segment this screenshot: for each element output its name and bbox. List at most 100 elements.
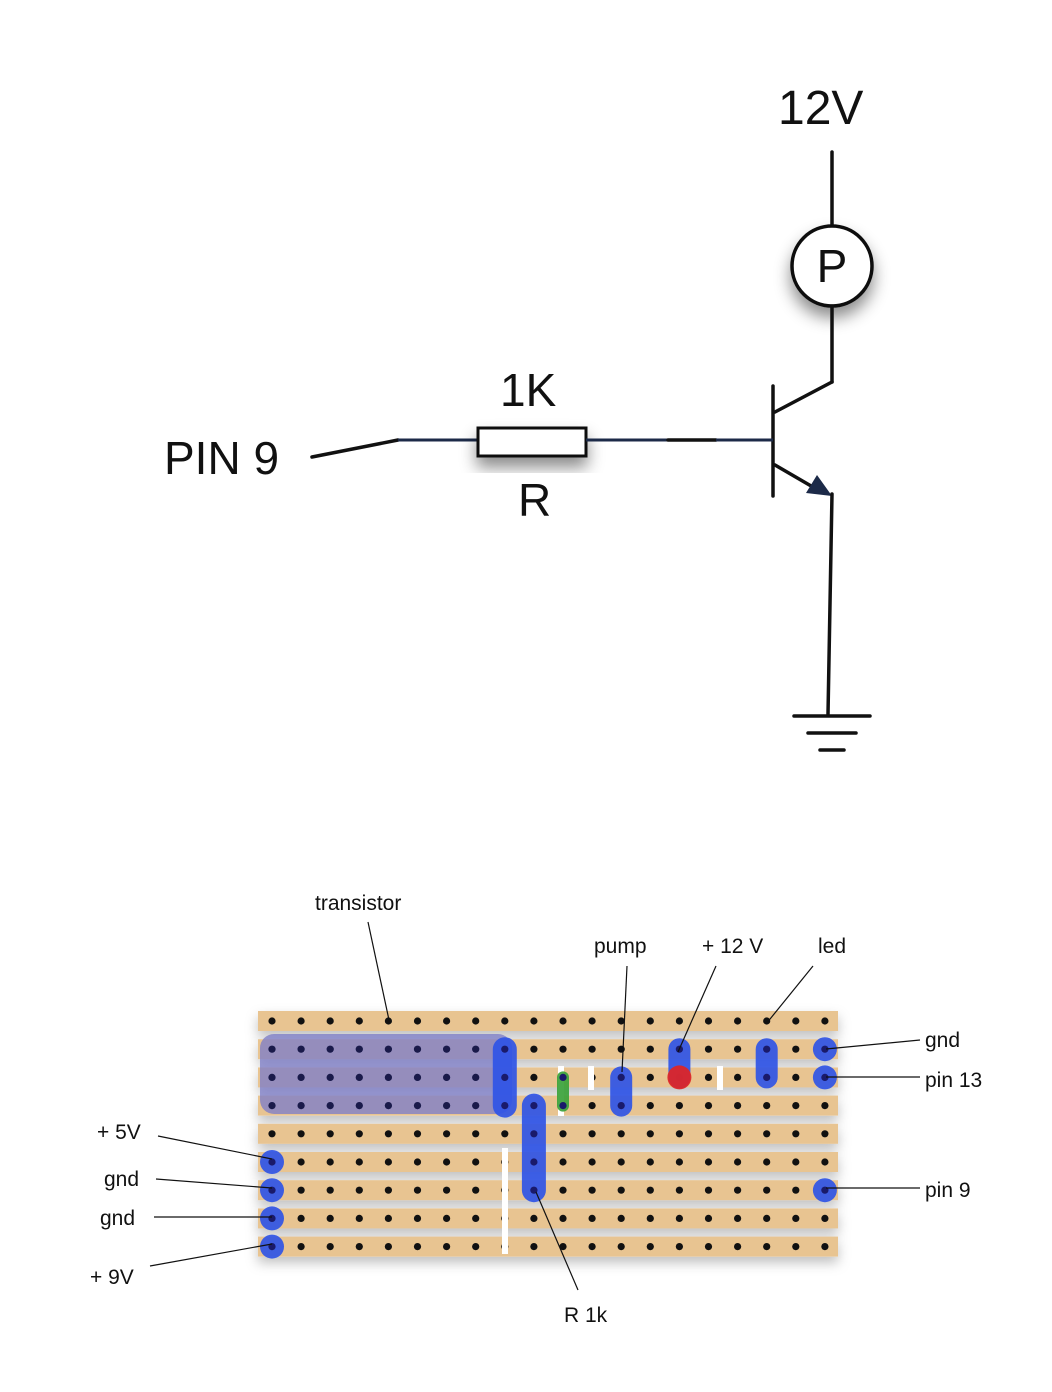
board-hole [821, 1214, 829, 1222]
pump-symbol: P [790, 224, 874, 308]
transistor-hole [268, 1045, 276, 1053]
board-hole [763, 1214, 771, 1222]
board-hole [646, 1214, 654, 1222]
board-hole [297, 1017, 305, 1025]
board-hole [472, 1214, 480, 1222]
link-hole [617, 1102, 625, 1110]
schematic: 12V P 1K R PIN 9 [164, 82, 874, 752]
board-hole [559, 1186, 567, 1194]
board-hole [355, 1130, 363, 1138]
board-hole [384, 1017, 392, 1025]
label-plus-5v: + 5V [97, 1121, 141, 1144]
board-hole [588, 1102, 596, 1110]
label-gnd-right: gnd [925, 1029, 960, 1052]
board-hole [617, 1214, 625, 1222]
board-hole [501, 1017, 509, 1025]
board-hole [821, 1158, 829, 1166]
board-hole [355, 1017, 363, 1025]
board-hole [792, 1243, 800, 1251]
board-hole [675, 1214, 684, 1222]
link-hole [530, 1102, 538, 1110]
board-hole [530, 1045, 538, 1053]
input-label: PIN 9 [164, 432, 279, 484]
board-hole [792, 1073, 800, 1081]
transistor-hole [413, 1102, 422, 1110]
board-hole [413, 1186, 422, 1194]
board-hole [413, 1243, 422, 1251]
copper-strip [258, 1208, 838, 1229]
board-hole [763, 1102, 771, 1110]
board-hole [413, 1130, 422, 1138]
board-hole [326, 1017, 334, 1025]
board-hole [675, 1102, 684, 1110]
transistor-hole [355, 1102, 363, 1110]
board-hole [588, 1186, 596, 1194]
label-gnd-left-1: gnd [104, 1168, 139, 1191]
resistor-value: 1K [500, 364, 557, 416]
board-hole [326, 1186, 334, 1194]
board-hole [472, 1243, 480, 1251]
board-hole [559, 1130, 567, 1138]
board-hole [326, 1243, 334, 1251]
label-plus-9v: + 9V [90, 1266, 134, 1289]
track-cut [588, 1066, 594, 1090]
board-hole [617, 1158, 625, 1166]
board-hole [646, 1017, 654, 1025]
board-hole [704, 1158, 713, 1166]
transistor-hole [297, 1045, 305, 1053]
ground-symbol [792, 714, 872, 752]
board-hole [792, 1186, 800, 1194]
board-hole [384, 1214, 392, 1222]
board-hole [530, 1243, 538, 1251]
board-hole [297, 1214, 305, 1222]
board-hole [588, 1214, 596, 1222]
label-plus-12v: + 12 V [702, 935, 763, 958]
link-hole [763, 1073, 771, 1081]
transistor-symbol [771, 380, 834, 498]
board-hole [443, 1158, 451, 1166]
board-hole [472, 1186, 480, 1194]
board-hole [355, 1214, 363, 1222]
link-hole [268, 1214, 276, 1222]
track-cut [502, 1148, 508, 1254]
board-hole [268, 1017, 276, 1025]
link-hole [530, 1130, 538, 1138]
transistor-hole [472, 1045, 480, 1053]
board-hole [675, 1130, 684, 1138]
board-hole [617, 1243, 625, 1251]
label-r1k: R 1k [564, 1304, 608, 1327]
board-hole [501, 1130, 509, 1138]
board-hole [443, 1214, 451, 1222]
emitter-arrow [806, 475, 832, 496]
transistor-hole [326, 1102, 334, 1110]
board-hole [763, 1130, 771, 1138]
link-hole [559, 1073, 567, 1081]
copper-strip [258, 1123, 838, 1144]
board-hole [704, 1073, 713, 1081]
board-hole [763, 1017, 771, 1025]
pump-label: P [817, 240, 848, 292]
board-hole [646, 1243, 654, 1251]
board-hole [734, 1017, 742, 1025]
board-hole [297, 1130, 305, 1138]
label-gnd-left-2: gnd [100, 1207, 135, 1230]
transistor-hole [472, 1102, 480, 1110]
board-hole [413, 1158, 422, 1166]
board-hole [588, 1158, 596, 1166]
board-hole [472, 1017, 480, 1025]
board-hole [792, 1102, 800, 1110]
board-hole [413, 1214, 422, 1222]
link-hole [559, 1102, 567, 1110]
board-hole [704, 1130, 713, 1138]
label-led: led [818, 935, 846, 958]
board-hole [588, 1045, 596, 1053]
board-hole [559, 1243, 567, 1251]
board-hole [704, 1102, 713, 1110]
board-hole [734, 1130, 742, 1138]
transistor-hole [355, 1045, 363, 1053]
board-hole [734, 1186, 742, 1194]
board-hole [734, 1214, 742, 1222]
board-hole [355, 1158, 363, 1166]
board-hole [821, 1130, 829, 1138]
emitter-ground-wire [826, 492, 834, 716]
